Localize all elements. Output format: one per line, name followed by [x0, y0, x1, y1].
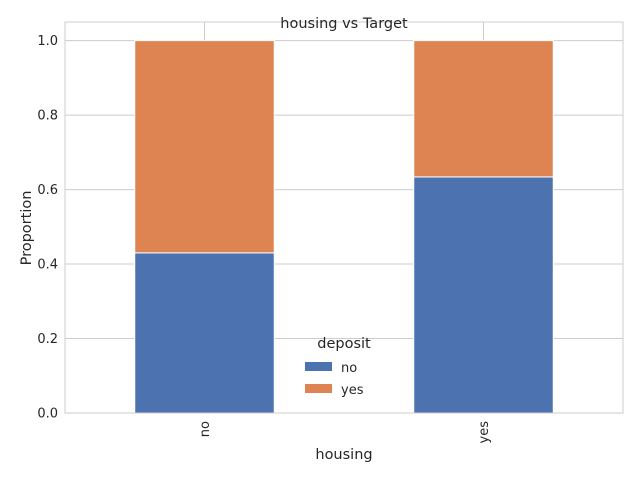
legend-label: yes — [341, 383, 364, 398]
bar-layer — [134, 40, 554, 414]
y-tick-label: 0.4 — [37, 258, 58, 273]
bar-no-yes — [134, 40, 275, 254]
y-axis-title: Proportion — [19, 191, 35, 266]
plot-frame — [64, 21, 624, 414]
x-tick-label: yes — [477, 421, 492, 444]
bar-no-no — [134, 252, 275, 414]
legend-label: no — [341, 361, 357, 376]
legend: deposit no yes — [305, 336, 371, 398]
x-axis-title: housing — [315, 447, 372, 463]
legend-swatch-yes — [305, 384, 332, 393]
legend-swatch-no — [305, 362, 332, 371]
x-tick-label: no — [198, 421, 213, 437]
y-tick-label: 0.0 — [37, 407, 58, 422]
y-tick-label: 0.2 — [37, 332, 58, 347]
bar-yes-no — [413, 176, 554, 414]
y-tick-label: 1.0 — [37, 34, 58, 49]
legend-title: deposit — [317, 336, 371, 352]
chart-title: housing vs Target — [280, 16, 408, 32]
y-tick-label: 0.6 — [37, 183, 58, 198]
bar-yes-yes — [413, 40, 554, 178]
y-tick-label: 0.8 — [37, 109, 58, 124]
axis-layer: 0.0 0.2 0.4 0.6 0.8 1.0 no yes — [37, 21, 624, 444]
